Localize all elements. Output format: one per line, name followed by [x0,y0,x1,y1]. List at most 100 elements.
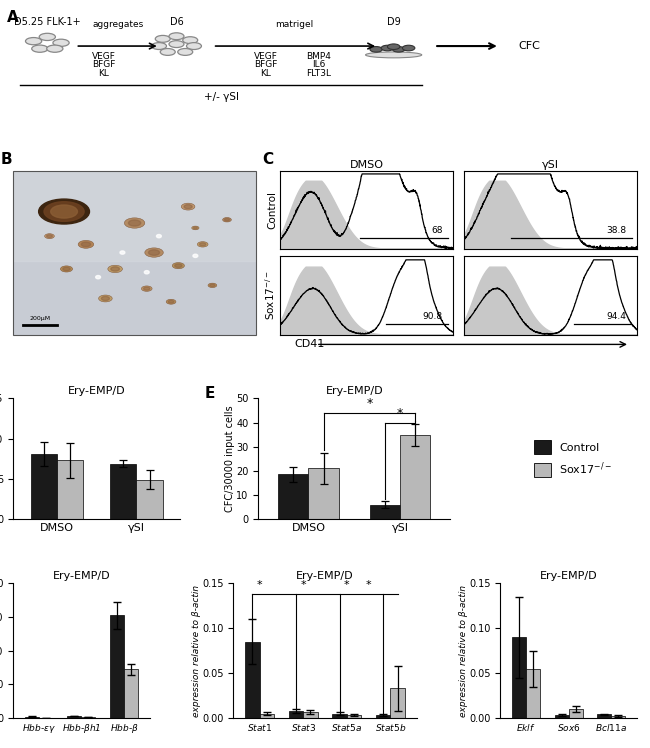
Circle shape [120,251,125,254]
Bar [278,474,309,519]
Ellipse shape [222,218,231,222]
Text: C: C [263,153,274,168]
Text: aggregates: aggregates [92,19,144,28]
Text: *: * [366,397,372,410]
Ellipse shape [208,283,217,287]
Bar [391,688,405,718]
Text: A: A [6,10,18,25]
Text: CD41: CD41 [294,340,325,349]
Ellipse shape [184,204,192,209]
Ellipse shape [148,250,160,255]
Ellipse shape [192,226,199,230]
Ellipse shape [187,43,202,49]
Bar [245,642,259,718]
Text: *: * [300,580,306,590]
Text: KL: KL [98,69,109,78]
Text: 38.8: 38.8 [606,226,627,235]
Ellipse shape [129,220,140,226]
Ellipse shape [81,242,90,247]
Text: +/- γSI: +/- γSI [203,93,239,102]
Text: matrigel: matrigel [275,19,313,28]
Text: 68: 68 [432,226,443,235]
Text: VEGF: VEGF [254,52,278,61]
Text: 94.4: 94.4 [606,312,627,321]
Bar [569,709,583,718]
Ellipse shape [108,266,122,272]
Ellipse shape [168,300,174,303]
Title: Ery-EMP/D: Ery-EMP/D [326,386,383,396]
Ellipse shape [144,287,150,290]
Ellipse shape [402,45,415,51]
Bar [376,715,391,718]
FancyBboxPatch shape [13,171,256,261]
Circle shape [157,235,161,238]
Text: *: * [344,580,350,590]
Bar [110,616,124,718]
Ellipse shape [370,46,382,52]
Bar [110,464,136,519]
Ellipse shape [38,199,90,224]
Ellipse shape [387,44,400,49]
Bar [554,715,569,718]
Bar [136,479,162,519]
Ellipse shape [151,43,166,49]
Ellipse shape [175,264,182,268]
Text: KL: KL [260,69,271,78]
Title: Ery-EMP/D: Ery-EMP/D [296,571,354,581]
Bar [25,717,38,718]
Ellipse shape [124,218,145,228]
Ellipse shape [381,45,394,51]
Ellipse shape [111,267,120,272]
Ellipse shape [172,263,185,269]
Ellipse shape [47,45,63,52]
Text: IL6: IL6 [312,60,326,69]
Text: B: B [1,153,12,168]
Ellipse shape [166,299,176,304]
Text: BFGF: BFGF [254,60,278,69]
Text: FLT3L: FLT3L [306,69,332,78]
Text: BFGF: BFGF [92,60,115,69]
Bar [124,669,138,718]
Ellipse shape [181,203,195,210]
Bar [259,714,274,718]
Y-axis label: expression relative to β-actin: expression relative to β-actin [192,584,201,717]
Ellipse shape [155,35,170,43]
Text: BMP4: BMP4 [306,52,332,61]
Text: 200μM: 200μM [29,316,50,321]
Text: D9: D9 [387,16,400,27]
Ellipse shape [32,45,48,52]
Text: E: E [204,387,214,402]
Bar [512,637,526,718]
Text: VEGF: VEGF [92,52,116,61]
Y-axis label: Sox17$^{-/-}$: Sox17$^{-/-}$ [264,271,278,320]
Bar [303,712,318,718]
Bar [289,711,303,718]
Ellipse shape [177,49,192,55]
Text: 90.8: 90.8 [423,312,443,321]
Title: Ery-EMP/D: Ery-EMP/D [53,571,110,581]
Ellipse shape [99,295,112,302]
Ellipse shape [169,40,184,48]
Ellipse shape [183,37,198,43]
Bar [370,505,400,519]
Bar [400,435,430,519]
Ellipse shape [169,33,184,40]
Text: *: * [257,580,263,590]
Text: D6: D6 [170,16,183,27]
Y-axis label: Control: Control [267,191,278,229]
Title: Ery-EMP/D: Ery-EMP/D [540,571,597,581]
Y-axis label: CFC/30000 input cells: CFC/30000 input cells [225,405,235,512]
Bar [67,716,81,718]
Y-axis label: expression relative to β-actin: expression relative to β-actin [459,584,468,717]
Ellipse shape [51,205,77,218]
Bar [332,714,347,718]
Bar [347,715,361,718]
Ellipse shape [25,37,42,45]
Ellipse shape [393,46,405,52]
Ellipse shape [45,233,55,239]
Ellipse shape [161,49,176,55]
Bar [31,454,57,519]
Ellipse shape [210,284,215,286]
Title: DMSO: DMSO [350,160,384,170]
Circle shape [193,254,198,257]
